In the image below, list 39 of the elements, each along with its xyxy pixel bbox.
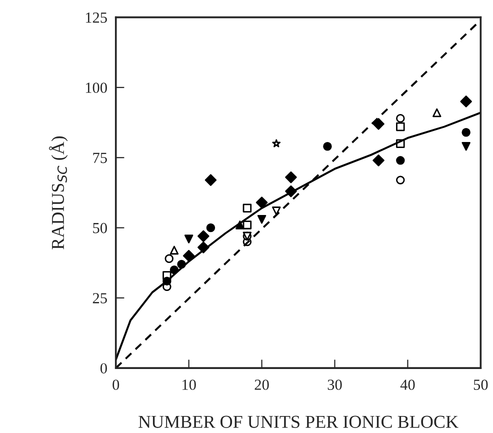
point xyxy=(372,118,384,130)
point xyxy=(396,156,405,165)
x-tick-label: 10 xyxy=(182,380,196,390)
point xyxy=(206,223,216,232)
point xyxy=(198,230,210,242)
x-tick-label: 20 xyxy=(254,380,269,390)
y-axis-title: RADIUS$_{SC}$ (Å) xyxy=(48,136,68,250)
point xyxy=(170,246,179,255)
point xyxy=(462,142,470,151)
point xyxy=(323,142,332,151)
point xyxy=(164,254,174,263)
y-tick-label: 100 xyxy=(86,82,107,93)
point xyxy=(256,196,268,208)
point xyxy=(272,206,281,216)
point xyxy=(182,250,195,262)
point xyxy=(257,214,266,224)
point xyxy=(242,204,252,212)
point xyxy=(242,220,252,230)
y-tick-label: 125 xyxy=(86,12,107,23)
point xyxy=(460,96,472,108)
point xyxy=(432,108,442,118)
point xyxy=(396,176,405,184)
x-tick-label: 0 xyxy=(112,380,120,390)
y-tick-label: 75 xyxy=(93,152,107,164)
point xyxy=(272,139,281,148)
y-tick-label: 25 xyxy=(92,293,107,304)
point xyxy=(396,122,405,132)
point xyxy=(184,234,194,244)
point xyxy=(462,128,470,137)
point xyxy=(372,154,384,166)
point xyxy=(396,114,405,123)
x-tick-label: 40 xyxy=(400,380,415,390)
y-tick-label: 0 xyxy=(100,363,107,374)
point xyxy=(204,174,217,186)
x-axis-title: NUMBER OF UNITS PER IONIC BLOCK xyxy=(138,416,458,428)
x-tick-label: 30 xyxy=(328,380,342,390)
point xyxy=(285,171,297,184)
x-tick-label: 50 xyxy=(474,380,488,390)
y-tick-label: 50 xyxy=(93,222,107,234)
